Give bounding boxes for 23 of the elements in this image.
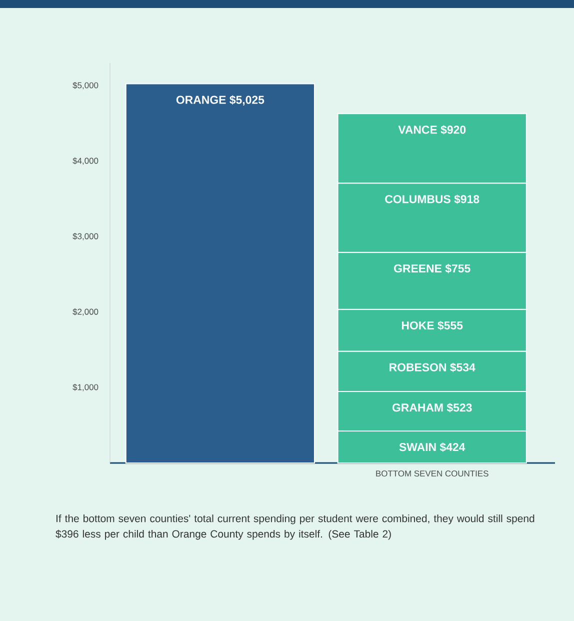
series-label: GREENE bbox=[394, 264, 442, 272]
series-label: VANCE bbox=[398, 126, 437, 134]
y-tick-label: $5,000 bbox=[72, 82, 98, 90]
y-tick-label: $1,000 bbox=[72, 384, 98, 392]
y-tick-label: $4,000 bbox=[72, 157, 98, 165]
data-label: $424 bbox=[440, 442, 466, 452]
data-label: $5,025 bbox=[230, 95, 264, 106]
series-label: ROBESON bbox=[390, 363, 446, 372]
series-label: COLUMBUS bbox=[385, 195, 450, 204]
series-label: GRAHAM bbox=[392, 404, 443, 412]
y-tick-label: $3,000 bbox=[72, 232, 98, 240]
y-tick-label: $2,000 bbox=[72, 308, 98, 316]
data-label: $523 bbox=[446, 403, 472, 412]
x-tick-label: BOTTOM SEVEN COUNTIES bbox=[376, 470, 488, 477]
data-label: $920 bbox=[440, 125, 466, 135]
data-label: $534 bbox=[450, 362, 476, 372]
data-label: $555 bbox=[438, 320, 463, 330]
text: If the bottom seven counties' total current spending per student were combined, they would still spend $396 less per child than Orange County spends by itself. (See Table 2) bbox=[56, 514, 534, 540]
series-label: SWAIN bbox=[399, 443, 436, 452]
data-label: $918 bbox=[454, 194, 480, 204]
series-label: HOKE bbox=[402, 321, 434, 330]
series-label: ORANGE bbox=[176, 96, 226, 104]
data-label: $755 bbox=[445, 264, 470, 274]
